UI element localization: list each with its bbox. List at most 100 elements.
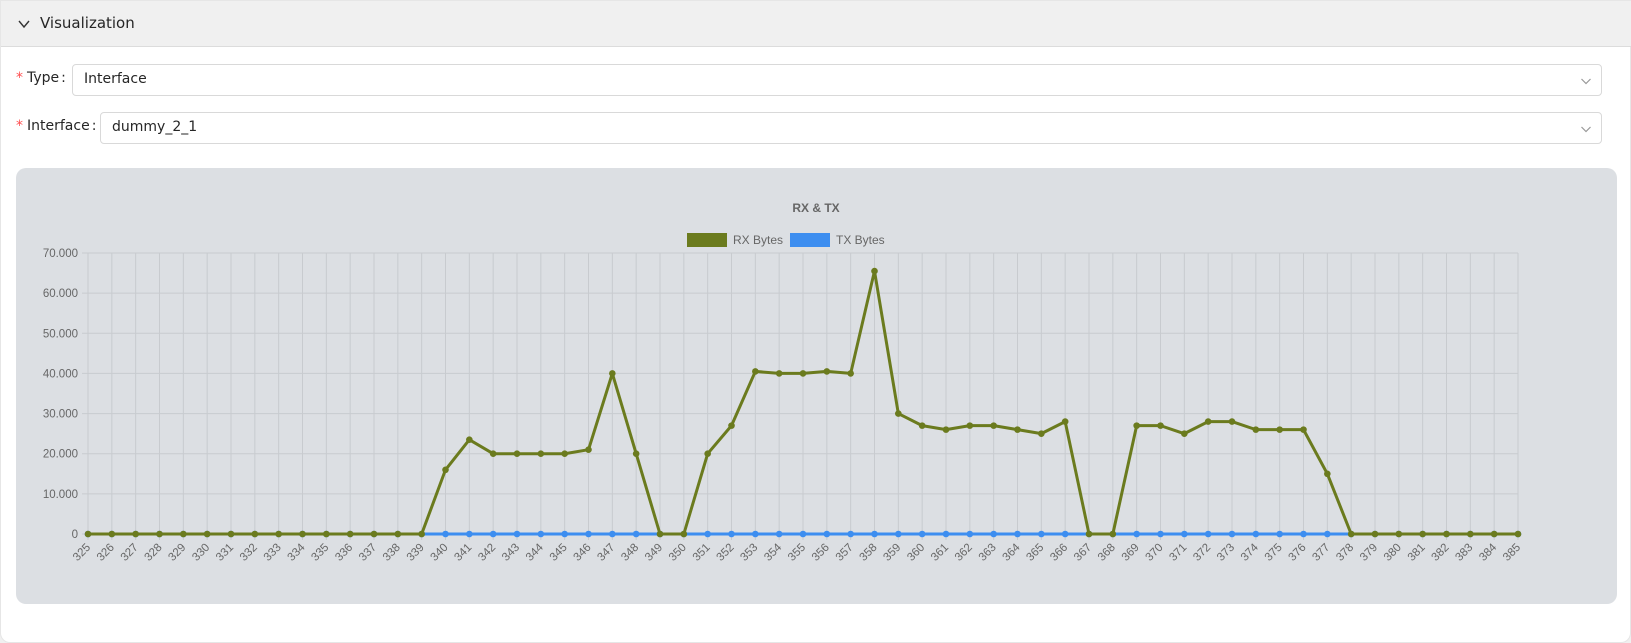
data-point-rx-bytes[interactable] xyxy=(1061,418,1069,425)
data-point-tx-bytes[interactable] xyxy=(871,530,878,538)
interface-select[interactable]: dummy_2_1 xyxy=(100,112,1602,144)
data-point-rx-bytes[interactable] xyxy=(132,530,139,538)
data-point-tx-bytes[interactable] xyxy=(1014,530,1021,538)
data-point-rx-bytes[interactable] xyxy=(918,422,926,429)
data-point-rx-bytes[interactable] xyxy=(1490,530,1498,538)
data-point-rx-bytes[interactable] xyxy=(1371,530,1379,538)
data-point-rx-bytes[interactable] xyxy=(394,530,402,538)
data-point-tx-bytes[interactable] xyxy=(1204,530,1212,538)
data-point-rx-bytes[interactable] xyxy=(1133,422,1140,429)
data-point-tx-bytes[interactable] xyxy=(489,530,497,538)
data-point-tx-bytes[interactable] xyxy=(990,530,997,538)
data-point-rx-bytes[interactable] xyxy=(895,410,902,417)
data-point-rx-bytes[interactable] xyxy=(1395,530,1403,538)
data-point-tx-bytes[interactable] xyxy=(799,530,807,538)
data-point-tx-bytes[interactable] xyxy=(823,530,831,538)
data-point-rx-bytes[interactable] xyxy=(1204,418,1212,425)
data-point-rx-bytes[interactable] xyxy=(1300,426,1307,433)
data-point-rx-bytes[interactable] xyxy=(489,450,497,458)
data-point-rx-bytes[interactable] xyxy=(513,450,521,458)
data-point-rx-bytes[interactable] xyxy=(370,530,378,538)
data-point-tx-bytes[interactable] xyxy=(1038,530,1045,538)
data-point-tx-bytes[interactable] xyxy=(561,530,568,538)
data-point-rx-bytes[interactable] xyxy=(84,530,92,538)
data-point-tx-bytes[interactable] xyxy=(609,530,616,538)
data-point-tx-bytes[interactable] xyxy=(942,530,950,538)
data-point-rx-bytes[interactable] xyxy=(323,530,330,538)
data-point-rx-bytes[interactable] xyxy=(680,530,688,538)
data-point-tx-bytes[interactable] xyxy=(1181,530,1188,538)
data-point-tx-bytes[interactable] xyxy=(895,530,902,538)
data-point-tx-bytes[interactable] xyxy=(918,530,926,538)
data-point-tx-bytes[interactable] xyxy=(1157,530,1164,538)
data-point-rx-bytes[interactable] xyxy=(966,422,974,429)
data-point-rx-bytes[interactable] xyxy=(108,530,116,538)
data-point-rx-bytes[interactable] xyxy=(203,530,211,538)
data-point-rx-bytes[interactable] xyxy=(847,370,854,377)
chevron-down-icon[interactable] xyxy=(1580,75,1592,87)
type-select[interactable]: Interface xyxy=(72,64,1602,96)
data-point-rx-bytes[interactable] xyxy=(466,436,473,443)
data-point-tx-bytes[interactable] xyxy=(513,530,521,538)
data-point-rx-bytes[interactable] xyxy=(418,530,425,538)
data-point-rx-bytes[interactable] xyxy=(823,368,831,375)
data-point-rx-bytes[interactable] xyxy=(275,530,282,538)
data-point-rx-bytes[interactable] xyxy=(1252,426,1260,433)
data-point-rx-bytes[interactable] xyxy=(728,422,735,429)
data-point-rx-bytes[interactable] xyxy=(632,450,640,458)
data-point-rx-bytes[interactable] xyxy=(1443,530,1450,538)
data-point-tx-bytes[interactable] xyxy=(1061,530,1069,538)
data-point-tx-bytes[interactable] xyxy=(442,530,449,538)
data-point-rx-bytes[interactable] xyxy=(609,370,616,377)
data-point-rx-bytes[interactable] xyxy=(1347,530,1355,538)
data-point-rx-bytes[interactable] xyxy=(1419,530,1426,538)
data-point-rx-bytes[interactable] xyxy=(942,426,950,433)
data-point-tx-bytes[interactable] xyxy=(1133,530,1140,538)
data-point-tx-bytes[interactable] xyxy=(1252,530,1260,538)
data-point-rx-bytes[interactable] xyxy=(799,370,807,377)
data-point-rx-bytes[interactable] xyxy=(1014,426,1021,433)
data-point-rx-bytes[interactable] xyxy=(1324,470,1331,478)
data-point-rx-bytes[interactable] xyxy=(561,450,568,458)
panel-header[interactable]: Visualization xyxy=(1,1,1631,47)
data-point-rx-bytes[interactable] xyxy=(1228,418,1236,425)
chevron-down-icon[interactable] xyxy=(17,17,31,31)
data-point-rx-bytes[interactable] xyxy=(1181,430,1188,437)
data-point-rx-bytes[interactable] xyxy=(227,530,235,538)
data-point-tx-bytes[interactable] xyxy=(1300,530,1307,538)
data-point-rx-bytes[interactable] xyxy=(1038,430,1045,437)
data-point-rx-bytes[interactable] xyxy=(775,370,783,377)
data-point-tx-bytes[interactable] xyxy=(1228,530,1236,538)
data-point-tx-bytes[interactable] xyxy=(1276,530,1283,538)
data-point-rx-bytes[interactable] xyxy=(1514,530,1522,538)
data-point-tx-bytes[interactable] xyxy=(847,530,854,538)
data-point-tx-bytes[interactable] xyxy=(775,530,783,538)
data-point-rx-bytes[interactable] xyxy=(1276,426,1283,433)
data-point-rx-bytes[interactable] xyxy=(346,530,354,538)
data-point-tx-bytes[interactable] xyxy=(752,530,759,538)
legend-label-tx-bytes[interactable]: TX Bytes xyxy=(836,233,885,247)
data-point-rx-bytes[interactable] xyxy=(1157,422,1164,429)
data-point-tx-bytes[interactable] xyxy=(1324,530,1331,538)
legend-swatch-tx-bytes[interactable] xyxy=(790,233,830,247)
data-point-rx-bytes[interactable] xyxy=(251,530,259,538)
data-point-rx-bytes[interactable] xyxy=(156,530,163,538)
data-point-rx-bytes[interactable] xyxy=(537,450,545,458)
chevron-down-icon[interactable] xyxy=(1580,123,1592,135)
data-point-rx-bytes[interactable] xyxy=(871,267,878,275)
data-point-tx-bytes[interactable] xyxy=(537,530,545,538)
data-point-tx-bytes[interactable] xyxy=(466,530,473,538)
data-point-tx-bytes[interactable] xyxy=(728,530,735,538)
data-point-tx-bytes[interactable] xyxy=(704,530,711,538)
data-point-rx-bytes[interactable] xyxy=(990,422,997,429)
data-point-rx-bytes[interactable] xyxy=(752,368,759,375)
legend-label-rx-bytes[interactable]: RX Bytes xyxy=(733,233,783,247)
data-point-rx-bytes[interactable] xyxy=(299,530,306,538)
data-point-tx-bytes[interactable] xyxy=(585,530,592,538)
data-point-rx-bytes[interactable] xyxy=(1109,530,1117,538)
legend-swatch-rx-bytes[interactable] xyxy=(687,233,727,247)
data-point-rx-bytes[interactable] xyxy=(656,530,664,538)
data-point-rx-bytes[interactable] xyxy=(180,530,187,538)
data-point-rx-bytes[interactable] xyxy=(1085,530,1093,538)
data-point-tx-bytes[interactable] xyxy=(966,530,974,538)
